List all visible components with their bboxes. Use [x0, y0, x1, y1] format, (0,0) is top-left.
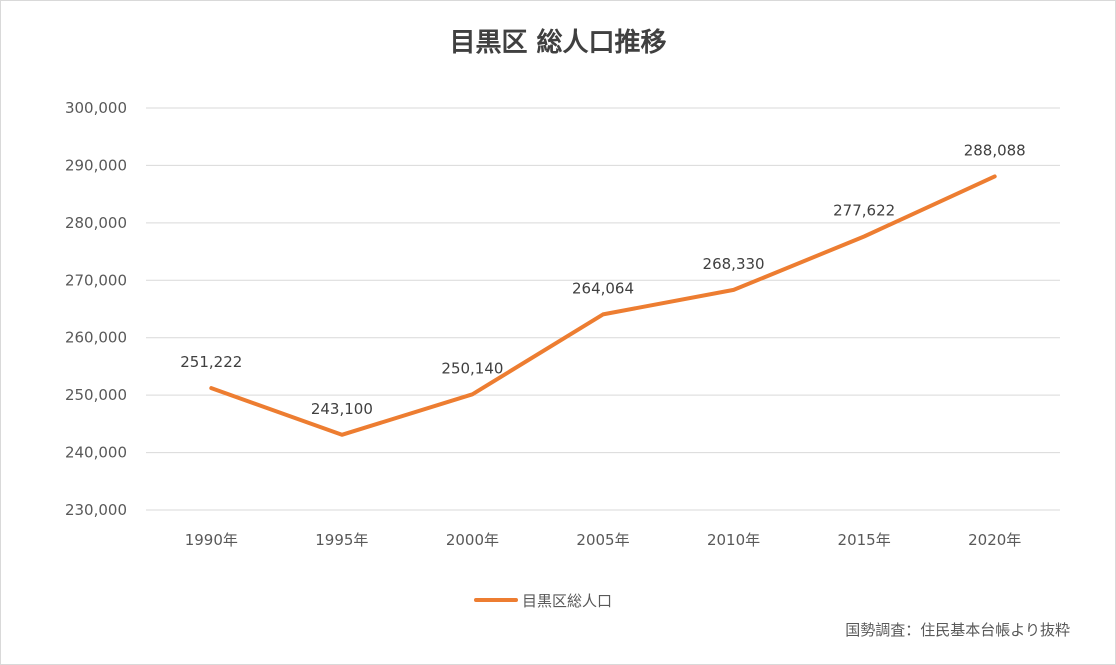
source-note: 国勢調査：住民基本台帳より抜粋: [845, 621, 1070, 639]
y-tick-label: 230,000: [65, 501, 127, 519]
grid-lines: [146, 107, 1060, 511]
y-tick-label: 260,000: [65, 329, 127, 347]
data-label: 277,622: [833, 202, 895, 220]
y-tick-label: 250,000: [65, 386, 127, 404]
x-tick-label: 2000年: [446, 531, 499, 549]
x-tick-label: 2020年: [968, 531, 1021, 549]
y-tick-label: 270,000: [65, 271, 127, 289]
x-tick-label: 2010年: [707, 531, 760, 549]
legend: 目黒区総人口: [474, 592, 612, 610]
series-layer: [209, 174, 997, 437]
data-label: 288,088: [964, 141, 1026, 159]
x-tick-label: 1990年: [185, 531, 238, 549]
x-tick-label: 1995年: [315, 531, 368, 549]
x-tick-label: 2015年: [838, 531, 891, 549]
y-tick-label: 290,000: [65, 156, 127, 174]
series-line: [209, 174, 997, 437]
data-labels: 251,222 243,100 250,140 264,064 268,330 277,6…: [180, 141, 1025, 417]
y-tick-label: 280,000: [65, 214, 127, 232]
chart-title: 目黒区 総人口推移: [449, 27, 666, 58]
legend-label: 目黒区総人口: [522, 592, 612, 610]
data-label: 251,222: [180, 353, 242, 371]
data-label: 268,330: [703, 255, 765, 273]
data-label: 250,140: [441, 359, 503, 377]
y-tick-label: 240,000: [65, 444, 127, 462]
y-axis-ticks: 230,000 240,000 250,000 260,000 270,000 280,0…: [65, 99, 127, 519]
data-label: 264,064: [572, 279, 634, 297]
x-axis-ticks: 1990年 1995年 2000年 2005年 2010年 2015年 2020年: [185, 531, 1022, 549]
x-tick-label: 2005年: [576, 531, 629, 549]
y-tick-label: 300,000: [65, 99, 127, 117]
data-label: 243,100: [311, 400, 373, 418]
